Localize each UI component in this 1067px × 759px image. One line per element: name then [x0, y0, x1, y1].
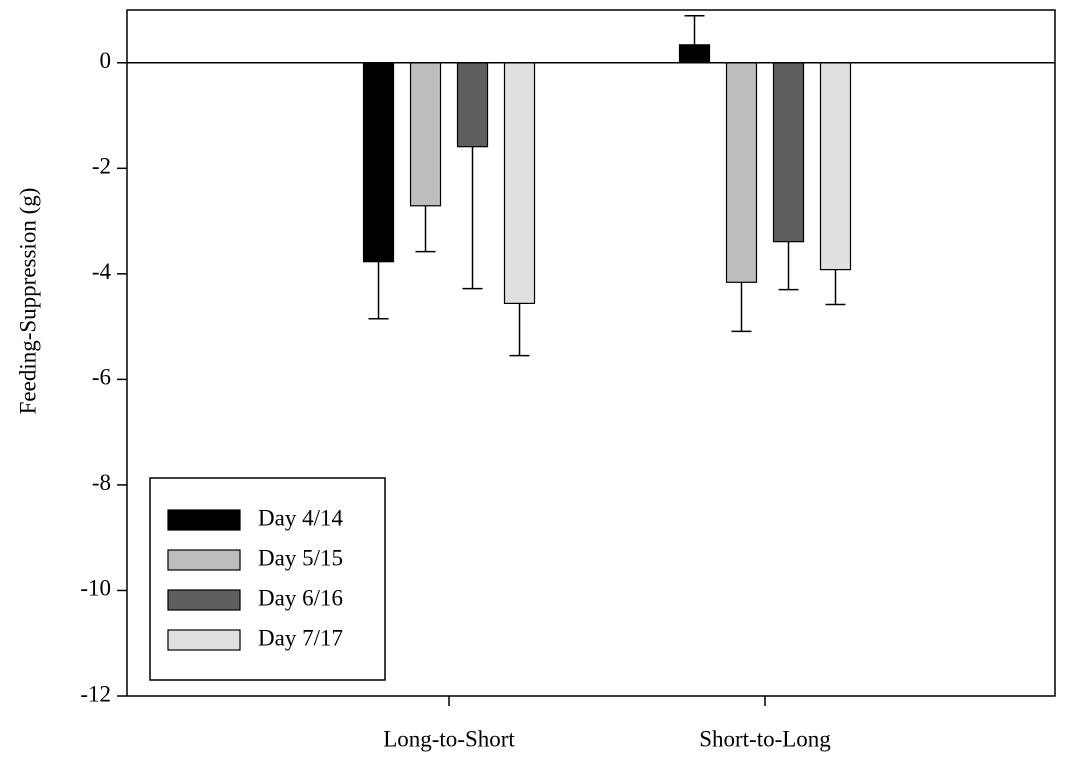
error-bar: [731, 282, 752, 333]
error-bar: [509, 303, 530, 357]
legend-label: Day 4/14: [258, 505, 343, 530]
x-tick-label: Long-to-Short: [383, 726, 515, 751]
legend-swatch: [167, 509, 241, 531]
y-tick-label: -10: [80, 576, 111, 601]
legend-swatch: [167, 589, 241, 611]
bar: [456, 62, 489, 148]
plot-frame: [126, 9, 1056, 697]
error-bar: [462, 146, 483, 290]
bar: [772, 62, 805, 243]
legend-swatch: [167, 549, 241, 571]
legend-label: Day 5/15: [258, 545, 343, 570]
error-bar: [684, 15, 705, 45]
y-axis-label: Feeding-Suppression (g): [15, 188, 40, 415]
bar: [409, 62, 442, 207]
y-tick-label: -12: [80, 681, 111, 706]
legend-label: Day 6/16: [258, 585, 343, 610]
bar: [503, 62, 536, 304]
error-bar: [368, 261, 389, 320]
legend-swatch: [167, 629, 241, 651]
y-tick-label: 0: [100, 48, 112, 73]
bar: [678, 44, 711, 64]
error-bar: [415, 205, 436, 253]
x-tick-label: Short-to-Long: [699, 726, 831, 751]
y-tick-label: -4: [92, 259, 112, 284]
bar: [819, 62, 852, 271]
legend-label: Day 7/17: [258, 625, 343, 650]
y-tick-label: -6: [92, 365, 111, 390]
bar: [725, 62, 758, 283]
y-tick-label: -2: [92, 154, 111, 179]
bar: [362, 62, 395, 263]
error-bar: [778, 241, 799, 291]
y-tick-label: -8: [92, 470, 111, 495]
error-bar: [825, 269, 846, 306]
